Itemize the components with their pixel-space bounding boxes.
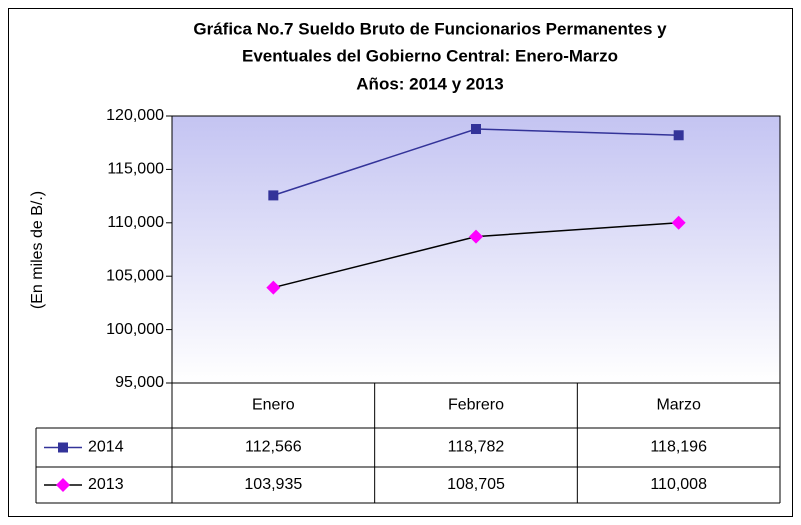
chart-title: Años: 2014 y 2013 [356,74,503,93]
x-tick-label: Enero [252,397,295,414]
y-tick-label: 105,000 [106,267,164,284]
data-table-value: 112,566 [245,439,302,456]
y-tick-label: 100,000 [106,321,164,338]
data-table-value: 118,196 [650,439,707,456]
y-tick-label: 110,000 [107,214,164,231]
data-point [471,124,481,135]
y-tick-label: 95,000 [115,374,164,391]
data-table-value: 108,705 [447,476,505,493]
data-point [268,190,279,201]
data-point [469,229,483,244]
chart-title: Gráfica No.7 Sueldo Bruto de Funcionario… [193,19,667,38]
data-table-value: 110,008 [650,476,707,493]
data-point [671,215,686,230]
y-tick-label: 120,000 [106,107,164,124]
x-tick-label: Febrero [448,397,504,414]
plot-area [171,115,781,384]
chart-title: Eventuales del Gobierno Central: Enero-M… [242,46,618,65]
data-point [673,130,684,141]
y-tick-label: 115,000 [107,161,164,178]
x-tick-label: Marzo [656,397,701,414]
legend-marker [58,442,68,453]
legend-marker [56,478,70,492]
data-table-value: 103,935 [244,476,302,493]
data-point [266,280,281,295]
y-axis-label: (En miles de B/.) [29,191,46,309]
legend-label: 2014 [88,439,124,456]
legend-label: 2013 [88,476,124,493]
data-table-value: 118,782 [448,439,505,456]
